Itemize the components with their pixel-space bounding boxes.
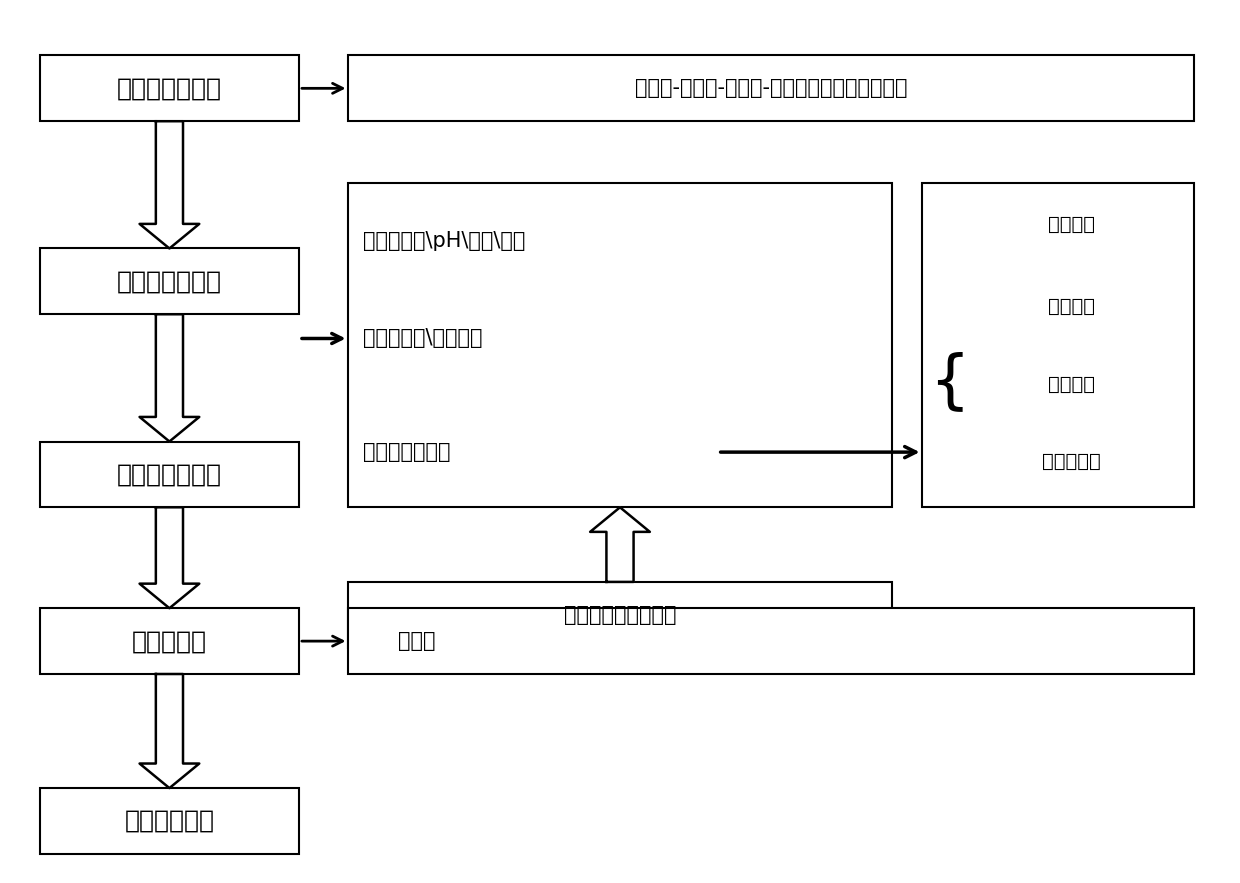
- Polygon shape: [590, 508, 650, 582]
- FancyBboxPatch shape: [348, 608, 1194, 674]
- Text: 新技术产业化: 新技术产业化: [124, 809, 215, 833]
- Text: 新技术中试验证: 新技术中试验证: [117, 463, 222, 487]
- FancyBboxPatch shape: [40, 248, 299, 314]
- Text: 无铬钝化新工艺: 无铬钝化新工艺: [117, 269, 222, 293]
- Polygon shape: [140, 508, 200, 608]
- Text: 新技术评价: 新技术评价: [131, 629, 207, 653]
- FancyBboxPatch shape: [40, 789, 299, 854]
- FancyBboxPatch shape: [40, 442, 299, 508]
- Polygon shape: [140, 121, 200, 248]
- FancyBboxPatch shape: [348, 56, 1194, 121]
- FancyBboxPatch shape: [348, 582, 892, 648]
- Text: 盐雾试验等: 盐雾试验等: [1043, 452, 1101, 472]
- Polygon shape: [140, 674, 200, 789]
- FancyBboxPatch shape: [40, 608, 299, 674]
- FancyBboxPatch shape: [40, 56, 299, 121]
- Text: 湿热试验: 湿热试验: [1048, 215, 1095, 234]
- Text: 成本等: 成本等: [398, 631, 435, 651]
- FancyBboxPatch shape: [348, 183, 892, 508]
- Text: 「组分浓度\pH\温度\时间: 「组分浓度\pH\温度\时间: [363, 231, 526, 251]
- Text: 无铬钝化新配方: 无铬钝化新配方: [117, 76, 222, 101]
- Text: 冲击试验: 冲击试验: [1048, 297, 1095, 315]
- Text: {: {: [929, 351, 970, 413]
- FancyBboxPatch shape: [923, 183, 1194, 508]
- Text: 锆酸盐-钛酸盐-螯合剂-缓蚀剂复合配方的钝化液: 锆酸盐-钛酸盐-螯合剂-缓蚀剂复合配方的钝化液: [635, 79, 908, 98]
- Text: 钝化膜质量测试: 钝化膜质量测试: [363, 442, 450, 462]
- Text: 杯突试验: 杯突试验: [1048, 374, 1095, 394]
- Text: 钝化动力学\钝化机理: 钝化动力学\钝化机理: [363, 328, 482, 349]
- Text: 快速质量监控新方法: 快速质量监控新方法: [564, 605, 676, 625]
- Polygon shape: [140, 314, 200, 442]
